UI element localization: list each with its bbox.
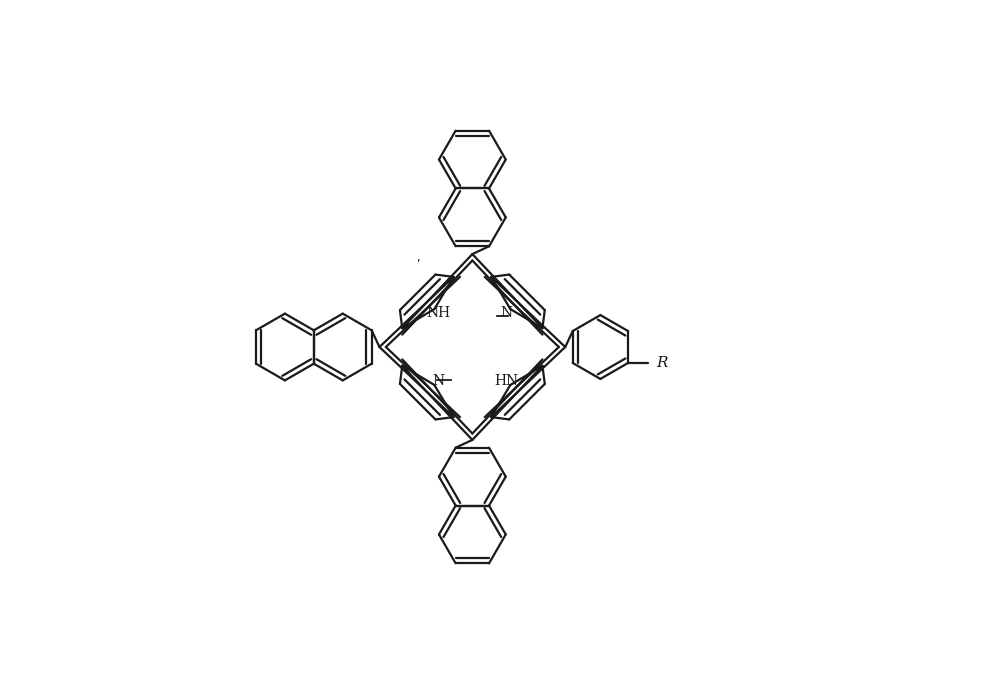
Text: N: N xyxy=(500,306,513,320)
Text: ʹ: ʹ xyxy=(416,260,420,272)
Text: NH: NH xyxy=(426,306,450,320)
Text: N: N xyxy=(432,374,444,388)
Text: HN: HN xyxy=(495,374,519,388)
Text: R: R xyxy=(657,356,668,370)
